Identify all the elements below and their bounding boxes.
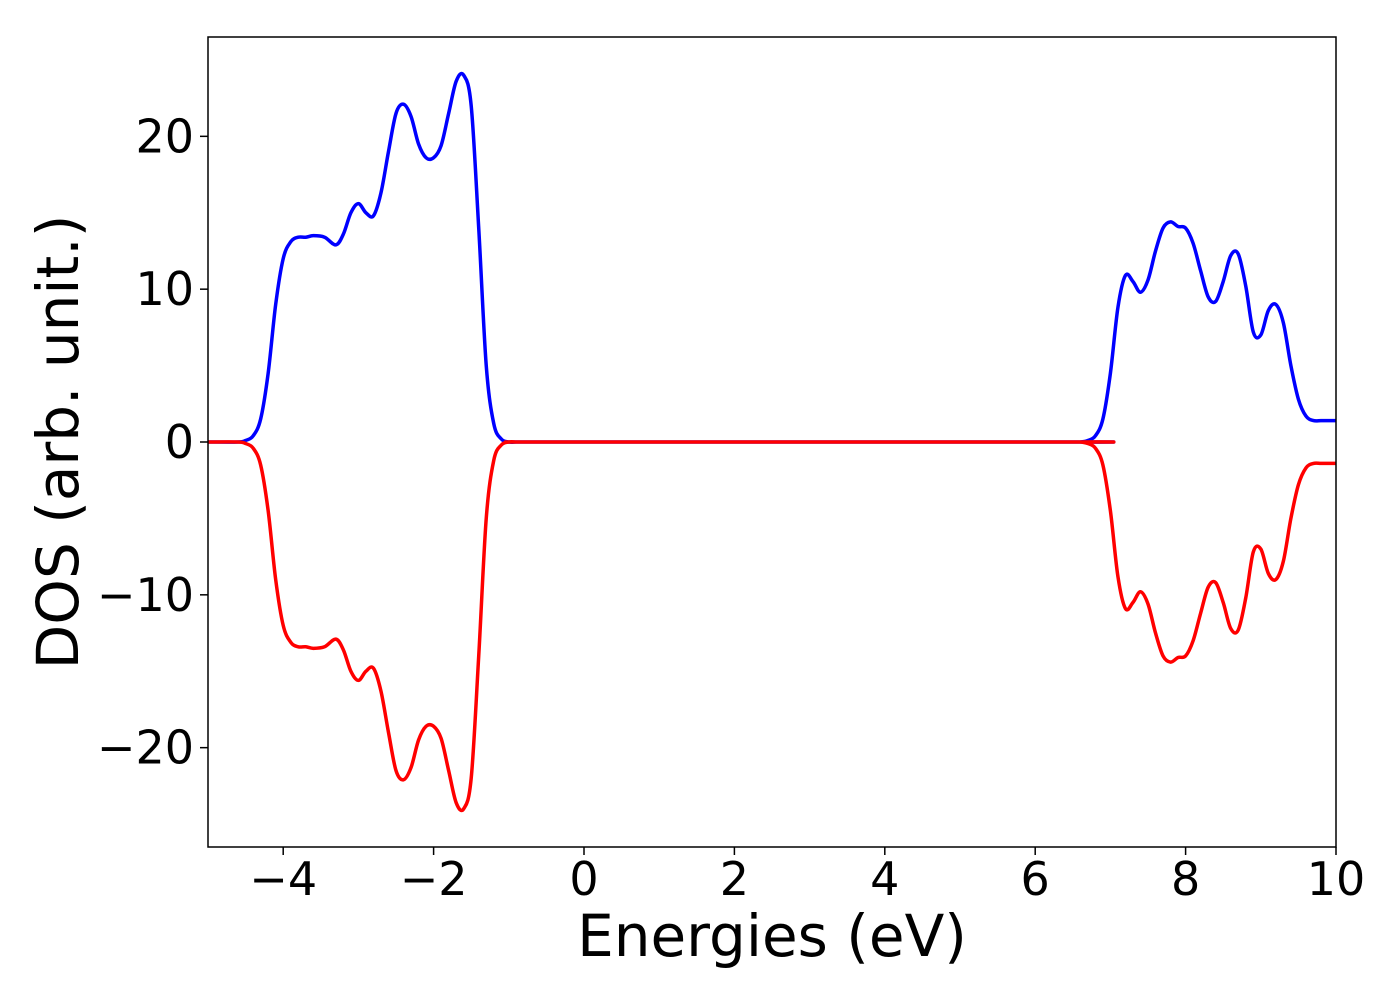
y-tick-label: 20 bbox=[135, 109, 194, 163]
y-tick-label: −10 bbox=[97, 568, 194, 622]
x-tick-label: −2 bbox=[400, 852, 468, 906]
x-tick-label: 4 bbox=[870, 852, 899, 906]
x-axis-label: Energies (eV) bbox=[577, 902, 967, 970]
x-tick-label: −4 bbox=[249, 852, 317, 906]
x-tick-label: 10 bbox=[1307, 852, 1366, 906]
series-layer bbox=[207, 71, 1336, 813]
x-tick-label: 2 bbox=[720, 852, 749, 906]
x-axis-ticks: −4 −2 0 2 4 6 8 10 bbox=[249, 847, 1365, 906]
series-line-blue bbox=[207, 71, 1336, 444]
y-tick-label: 0 bbox=[165, 415, 194, 469]
plot-area bbox=[207, 36, 1337, 848]
x-tick-label: 8 bbox=[1171, 852, 1200, 906]
x-tick-label: 6 bbox=[1021, 852, 1050, 906]
x-tick-label: 0 bbox=[569, 852, 598, 906]
y-tick-label: 10 bbox=[135, 262, 194, 316]
y-axis-label: DOS (arb. unit.) bbox=[24, 215, 92, 670]
y-tick-label: −20 bbox=[97, 721, 194, 775]
y-axis-ticks: 20 10 0 −10 −20 bbox=[97, 109, 208, 775]
series-line-red bbox=[207, 440, 1336, 813]
